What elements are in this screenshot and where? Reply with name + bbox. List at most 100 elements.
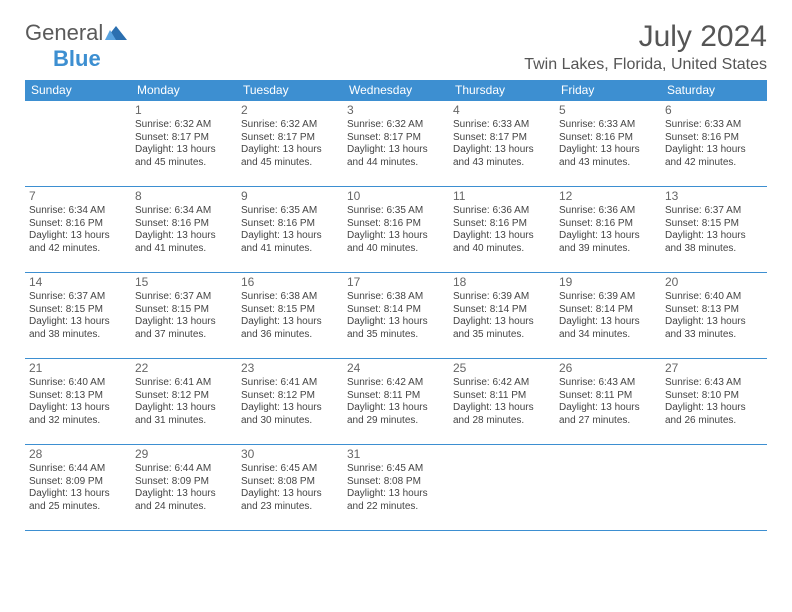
day-number: 8: [135, 189, 233, 204]
sunset-text: Sunset: 8:16 PM: [241, 218, 339, 231]
daylight-text: Daylight: 13 hours and 26 minutes.: [665, 402, 763, 427]
day-number: 20: [665, 275, 763, 290]
day-number: 13: [665, 189, 763, 204]
day-number: 19: [559, 275, 657, 290]
calendar-cell: 21Sunrise: 6:40 AMSunset: 8:13 PMDayligh…: [25, 359, 131, 445]
sunrise-text: Sunrise: 6:37 AM: [135, 291, 233, 304]
daylight-text: Daylight: 13 hours and 40 minutes.: [347, 230, 445, 255]
sunrise-text: Sunrise: 6:45 AM: [241, 463, 339, 476]
calendar-cell: [555, 445, 661, 531]
calendar-cell: 27Sunrise: 6:43 AMSunset: 8:10 PMDayligh…: [661, 359, 767, 445]
logo: General Blue: [25, 20, 127, 72]
sunset-text: Sunset: 8:13 PM: [665, 304, 763, 317]
sunrise-text: Sunrise: 6:33 AM: [559, 119, 657, 132]
calendar-cell: 13Sunrise: 6:37 AMSunset: 8:15 PMDayligh…: [661, 187, 767, 273]
sunrise-text: Sunrise: 6:35 AM: [241, 205, 339, 218]
sunrise-text: Sunrise: 6:37 AM: [29, 291, 127, 304]
day-number: 10: [347, 189, 445, 204]
sunrise-text: Sunrise: 6:33 AM: [665, 119, 763, 132]
calendar-cell: [449, 445, 555, 531]
calendar-cell: 6Sunrise: 6:33 AMSunset: 8:16 PMDaylight…: [661, 101, 767, 187]
day-number: 3: [347, 103, 445, 118]
calendar-table: Sunday Monday Tuesday Wednesday Thursday…: [25, 80, 767, 531]
calendar-cell: 19Sunrise: 6:39 AMSunset: 8:14 PMDayligh…: [555, 273, 661, 359]
sunset-text: Sunset: 8:16 PM: [347, 218, 445, 231]
daylight-text: Daylight: 13 hours and 42 minutes.: [29, 230, 127, 255]
daylight-text: Daylight: 13 hours and 43 minutes.: [453, 144, 551, 169]
sunset-text: Sunset: 8:08 PM: [347, 476, 445, 489]
sunset-text: Sunset: 8:16 PM: [29, 218, 127, 231]
daylight-text: Daylight: 13 hours and 41 minutes.: [241, 230, 339, 255]
sunset-text: Sunset: 8:16 PM: [135, 218, 233, 231]
calendar-row: 28Sunrise: 6:44 AMSunset: 8:09 PMDayligh…: [25, 445, 767, 531]
calendar-cell: 18Sunrise: 6:39 AMSunset: 8:14 PMDayligh…: [449, 273, 555, 359]
sunrise-text: Sunrise: 6:43 AM: [665, 377, 763, 390]
sunset-text: Sunset: 8:16 PM: [453, 218, 551, 231]
sunrise-text: Sunrise: 6:42 AM: [453, 377, 551, 390]
day-number: 22: [135, 361, 233, 376]
calendar-cell: 15Sunrise: 6:37 AMSunset: 8:15 PMDayligh…: [131, 273, 237, 359]
sunset-text: Sunset: 8:15 PM: [665, 218, 763, 231]
day-number: 11: [453, 189, 551, 204]
day-number: 21: [29, 361, 127, 376]
daylight-text: Daylight: 13 hours and 38 minutes.: [665, 230, 763, 255]
month-title: July 2024: [524, 20, 767, 54]
calendar-cell: 1Sunrise: 6:32 AMSunset: 8:17 PMDaylight…: [131, 101, 237, 187]
sunrise-text: Sunrise: 6:36 AM: [453, 205, 551, 218]
logo-triangle-icon: [105, 26, 127, 45]
day-number: 24: [347, 361, 445, 376]
daylight-text: Daylight: 13 hours and 25 minutes.: [29, 488, 127, 513]
day-number: 27: [665, 361, 763, 376]
daylight-text: Daylight: 13 hours and 36 minutes.: [241, 316, 339, 341]
daylight-text: Daylight: 13 hours and 35 minutes.: [347, 316, 445, 341]
calendar-cell: 8Sunrise: 6:34 AMSunset: 8:16 PMDaylight…: [131, 187, 237, 273]
sunset-text: Sunset: 8:16 PM: [665, 132, 763, 145]
sunset-text: Sunset: 8:09 PM: [135, 476, 233, 489]
sunset-text: Sunset: 8:15 PM: [135, 304, 233, 317]
calendar-cell: 25Sunrise: 6:42 AMSunset: 8:11 PMDayligh…: [449, 359, 555, 445]
day-number: 18: [453, 275, 551, 290]
weekday-header: Saturday: [661, 80, 767, 101]
title-block: July 2024 Twin Lakes, Florida, United St…: [524, 20, 767, 74]
sunrise-text: Sunrise: 6:40 AM: [29, 377, 127, 390]
weekday-header: Thursday: [449, 80, 555, 101]
sunset-text: Sunset: 8:14 PM: [347, 304, 445, 317]
sunrise-text: Sunrise: 6:34 AM: [135, 205, 233, 218]
day-number: 4: [453, 103, 551, 118]
calendar-cell: 5Sunrise: 6:33 AMSunset: 8:16 PMDaylight…: [555, 101, 661, 187]
calendar-cell: 16Sunrise: 6:38 AMSunset: 8:15 PMDayligh…: [237, 273, 343, 359]
sunrise-text: Sunrise: 6:43 AM: [559, 377, 657, 390]
daylight-text: Daylight: 13 hours and 37 minutes.: [135, 316, 233, 341]
sunset-text: Sunset: 8:14 PM: [453, 304, 551, 317]
sunset-text: Sunset: 8:15 PM: [241, 304, 339, 317]
sunrise-text: Sunrise: 6:42 AM: [347, 377, 445, 390]
sunrise-text: Sunrise: 6:36 AM: [559, 205, 657, 218]
sunrise-text: Sunrise: 6:33 AM: [453, 119, 551, 132]
sunrise-text: Sunrise: 6:40 AM: [665, 291, 763, 304]
day-number: 2: [241, 103, 339, 118]
day-number: 30: [241, 447, 339, 462]
sunrise-text: Sunrise: 6:38 AM: [241, 291, 339, 304]
day-number: 1: [135, 103, 233, 118]
weekday-header: Wednesday: [343, 80, 449, 101]
sunset-text: Sunset: 8:12 PM: [241, 390, 339, 403]
weekday-header: Friday: [555, 80, 661, 101]
calendar-cell: 20Sunrise: 6:40 AMSunset: 8:13 PMDayligh…: [661, 273, 767, 359]
calendar-cell: 12Sunrise: 6:36 AMSunset: 8:16 PMDayligh…: [555, 187, 661, 273]
day-number: 17: [347, 275, 445, 290]
calendar-cell: 7Sunrise: 6:34 AMSunset: 8:16 PMDaylight…: [25, 187, 131, 273]
day-number: 6: [665, 103, 763, 118]
weekday-header: Monday: [131, 80, 237, 101]
sunset-text: Sunset: 8:15 PM: [29, 304, 127, 317]
daylight-text: Daylight: 13 hours and 44 minutes.: [347, 144, 445, 169]
sunrise-text: Sunrise: 6:41 AM: [135, 377, 233, 390]
sunset-text: Sunset: 8:11 PM: [559, 390, 657, 403]
sunrise-text: Sunrise: 6:35 AM: [347, 205, 445, 218]
day-number: 7: [29, 189, 127, 204]
weekday-header-row: Sunday Monday Tuesday Wednesday Thursday…: [25, 80, 767, 101]
daylight-text: Daylight: 13 hours and 43 minutes.: [559, 144, 657, 169]
calendar-cell: 23Sunrise: 6:41 AMSunset: 8:12 PMDayligh…: [237, 359, 343, 445]
calendar-row: 1Sunrise: 6:32 AMSunset: 8:17 PMDaylight…: [25, 101, 767, 187]
day-number: 14: [29, 275, 127, 290]
calendar-cell: 17Sunrise: 6:38 AMSunset: 8:14 PMDayligh…: [343, 273, 449, 359]
